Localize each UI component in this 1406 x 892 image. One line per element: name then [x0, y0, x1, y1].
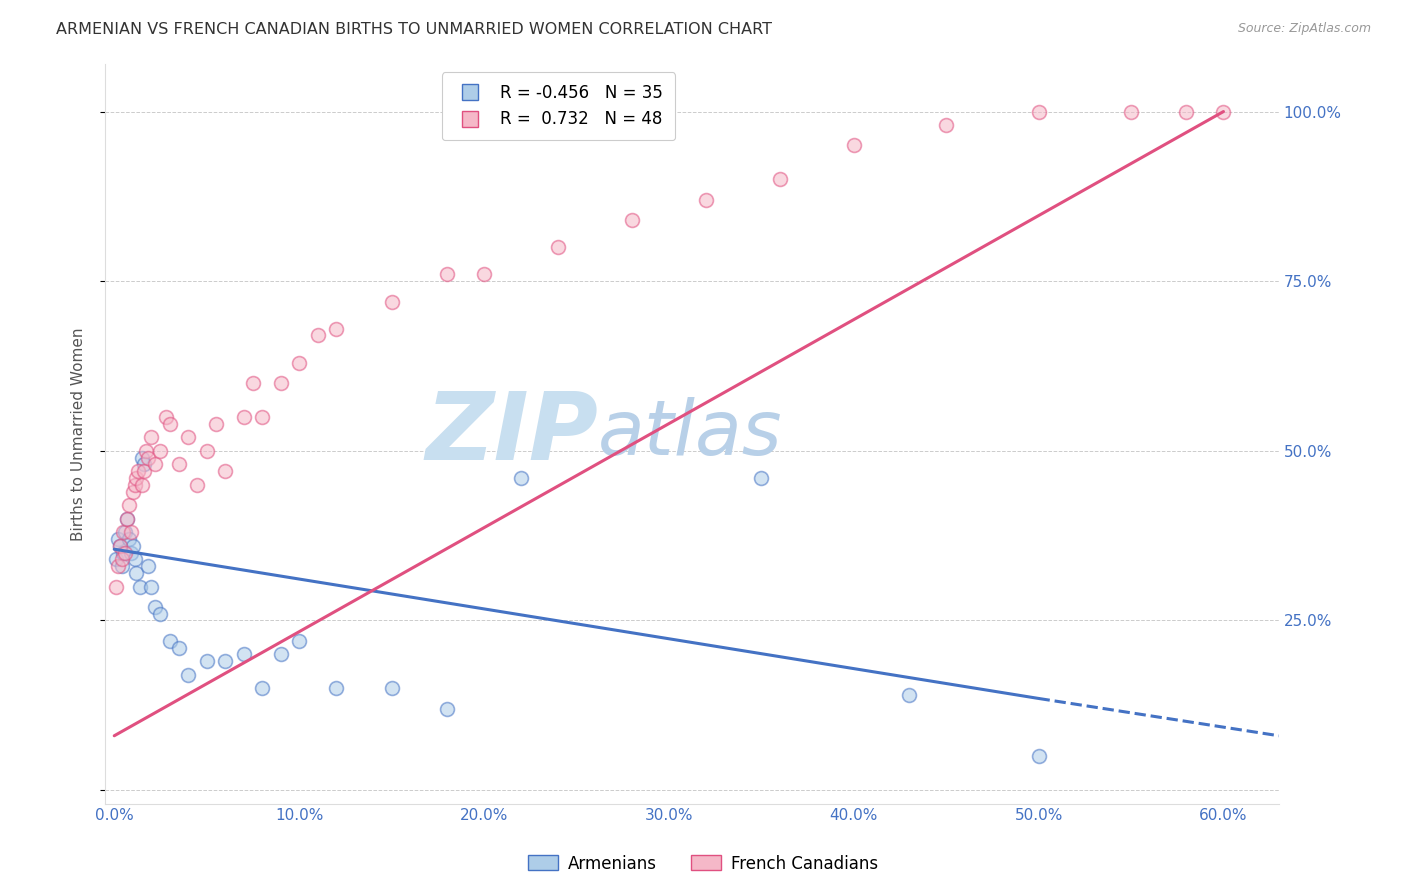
- Point: [510, 471, 533, 485]
- Point: [769, 172, 792, 186]
- Point: [132, 464, 155, 478]
- Point: [143, 458, 166, 472]
- Text: ARMENIAN VS FRENCH CANADIAN BIRTHS TO UNMARRIED WOMEN CORRELATION CHART: ARMENIAN VS FRENCH CANADIAN BIRTHS TO UN…: [56, 22, 772, 37]
- Point: [107, 532, 129, 546]
- Point: [436, 701, 458, 715]
- Point: [250, 409, 273, 424]
- Point: [135, 443, 157, 458]
- Point: [105, 552, 128, 566]
- Point: [1119, 104, 1142, 119]
- Y-axis label: Births to Unmarried Women: Births to Unmarried Women: [72, 327, 86, 541]
- Point: [159, 417, 181, 431]
- Point: [108, 539, 131, 553]
- Point: [288, 355, 311, 369]
- Point: [842, 138, 865, 153]
- Point: [136, 450, 159, 465]
- Point: [112, 545, 135, 559]
- Point: [114, 545, 136, 559]
- Point: [195, 443, 218, 458]
- Text: atlas: atlas: [598, 397, 783, 471]
- Point: [120, 525, 142, 540]
- Point: [136, 559, 159, 574]
- Point: [177, 667, 200, 681]
- Point: [124, 552, 146, 566]
- Point: [1028, 749, 1050, 764]
- Point: [132, 458, 155, 472]
- Point: [177, 430, 200, 444]
- Point: [120, 545, 142, 559]
- Point: [131, 477, 153, 491]
- Point: [935, 118, 957, 132]
- Point: [114, 525, 136, 540]
- Point: [141, 580, 163, 594]
- Point: [436, 268, 458, 282]
- Point: [159, 633, 181, 648]
- Point: [270, 376, 292, 390]
- Point: [115, 511, 138, 525]
- Point: [149, 607, 172, 621]
- Legend: R = -0.456   N = 35, R =  0.732   N = 48: R = -0.456 N = 35, R = 0.732 N = 48: [441, 72, 675, 140]
- Point: [1212, 104, 1234, 119]
- Point: [115, 511, 138, 525]
- Point: [124, 477, 146, 491]
- Point: [111, 552, 134, 566]
- Point: [1175, 104, 1198, 119]
- Point: [167, 458, 190, 472]
- Point: [288, 633, 311, 648]
- Point: [250, 681, 273, 696]
- Point: [214, 654, 236, 668]
- Point: [1028, 104, 1050, 119]
- Point: [307, 328, 329, 343]
- Point: [112, 525, 135, 540]
- Point: [898, 688, 921, 702]
- Point: [214, 464, 236, 478]
- Legend: Armenians, French Canadians: Armenians, French Canadians: [522, 848, 884, 880]
- Point: [121, 484, 143, 499]
- Point: [149, 443, 172, 458]
- Point: [232, 648, 254, 662]
- Point: [141, 430, 163, 444]
- Point: [749, 471, 772, 485]
- Text: ZIP: ZIP: [425, 388, 598, 480]
- Point: [129, 580, 152, 594]
- Point: [118, 532, 141, 546]
- Point: [131, 450, 153, 465]
- Point: [205, 417, 228, 431]
- Point: [232, 409, 254, 424]
- Point: [242, 376, 264, 390]
- Point: [143, 599, 166, 614]
- Point: [325, 321, 347, 335]
- Point: [695, 193, 717, 207]
- Point: [118, 498, 141, 512]
- Point: [167, 640, 190, 655]
- Point: [186, 477, 208, 491]
- Point: [325, 681, 347, 696]
- Point: [121, 539, 143, 553]
- Point: [195, 654, 218, 668]
- Point: [125, 566, 148, 580]
- Point: [620, 213, 643, 227]
- Point: [108, 539, 131, 553]
- Text: Source: ZipAtlas.com: Source: ZipAtlas.com: [1237, 22, 1371, 36]
- Point: [380, 681, 402, 696]
- Point: [105, 580, 128, 594]
- Point: [270, 648, 292, 662]
- Point: [380, 294, 402, 309]
- Point: [111, 559, 134, 574]
- Point: [127, 464, 149, 478]
- Point: [107, 559, 129, 574]
- Point: [125, 471, 148, 485]
- Point: [155, 409, 177, 424]
- Point: [472, 268, 495, 282]
- Point: [547, 240, 569, 254]
